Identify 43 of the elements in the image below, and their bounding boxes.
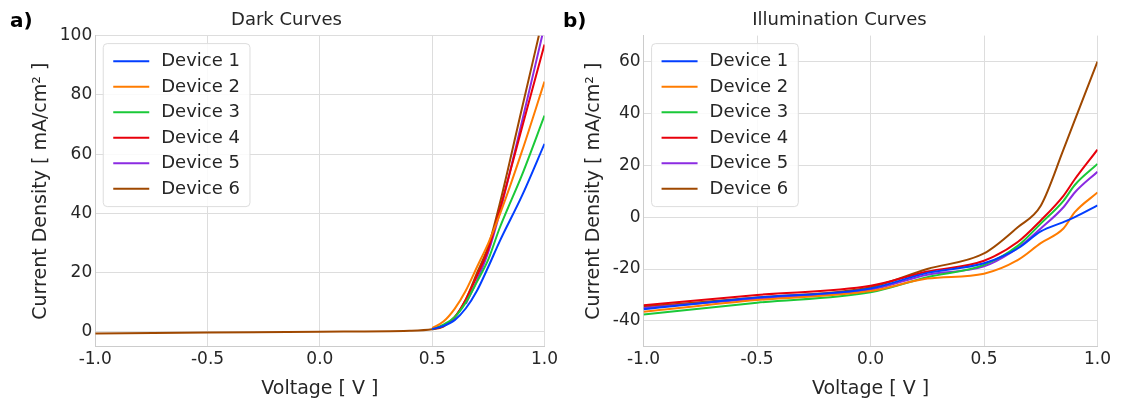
x-axis-title: Voltage [ V ] (811, 375, 930, 398)
line-series (95, 35, 540, 335)
legend-label: Device 3 (161, 100, 240, 122)
legend-label: Device 4 (161, 125, 240, 147)
x-tick-label: 0.5 (970, 348, 998, 369)
y-tick-label: 20 (618, 153, 641, 174)
x-tick-label: 0.0 (857, 348, 885, 369)
text: b) (563, 8, 587, 33)
text: a) (10, 8, 33, 33)
y-tick-label: 100 (59, 24, 93, 45)
x-tick-label: -0.5 (190, 348, 225, 369)
y-axis-title: Current Density [ mA/cm² ] (28, 62, 51, 320)
legend-label: Device 2 (709, 74, 789, 96)
y-tick-label: 20 (70, 261, 93, 282)
y-tick-label: 40 (70, 201, 93, 222)
legend-label: Device 6 (709, 176, 789, 198)
legend-label: Device 3 (709, 100, 789, 122)
x-tick-label: 1.0 (530, 348, 559, 369)
legend-label: Device 5 (161, 151, 240, 173)
legend-label: Device 5 (709, 151, 789, 173)
legend-label: Device 2 (161, 74, 240, 96)
y-tick-label: -20 (612, 257, 641, 278)
y-tick-label: 0 (81, 320, 93, 341)
x-tick-label: 0.0 (306, 348, 334, 369)
x-tick-label: -0.5 (740, 348, 774, 369)
x-tick-label: 1.0 (1083, 348, 1112, 369)
y-tick-label: 60 (70, 142, 93, 163)
y-tick-label: 60 (618, 49, 641, 70)
x-tick-label: -1.0 (78, 348, 112, 369)
y-tick-label: 80 (70, 83, 93, 104)
chart-title: Illumination Curves (752, 8, 927, 30)
x-tick-label: 0.5 (418, 348, 446, 369)
x-tick-label: -1.0 (626, 348, 661, 369)
legend-label: Device 4 (709, 125, 789, 147)
chart-title: Dark Curves (231, 8, 342, 30)
y-tick-label: 40 (618, 101, 641, 122)
y-axis-title: Current Density [ mA/cm² ] (581, 62, 604, 320)
y-tick-label: -40 (612, 309, 641, 330)
x-axis-title: Voltage [ V ] (261, 375, 379, 398)
legend-label: Device 1 (709, 49, 789, 71)
legend-label: Device 1 (161, 49, 240, 71)
legend-label: Device 6 (161, 176, 240, 198)
y-tick-label: 0 (629, 205, 641, 226)
